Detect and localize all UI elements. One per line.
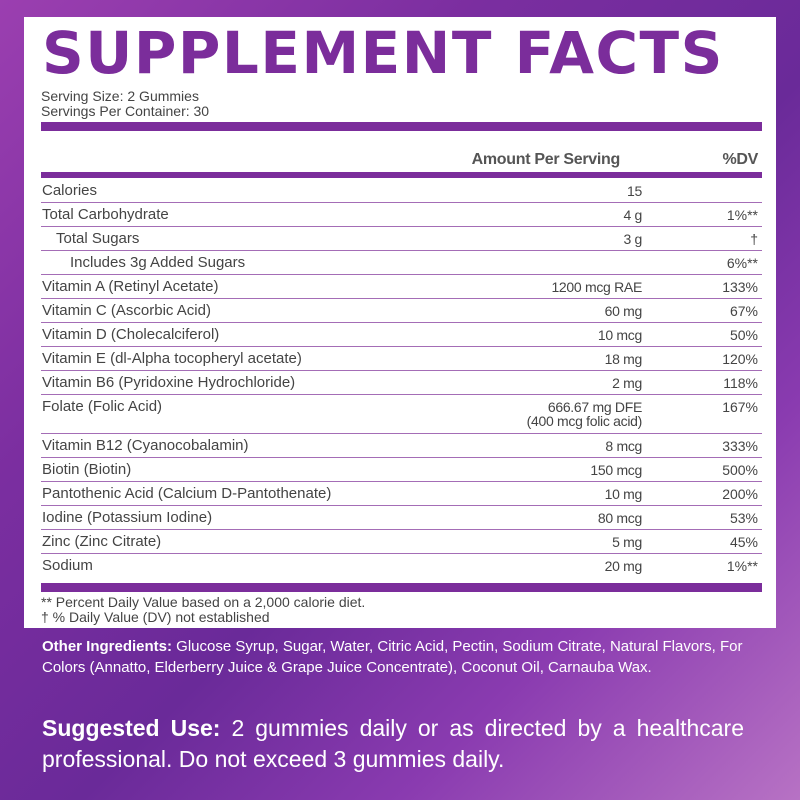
nutrient-dv: 120% bbox=[722, 351, 758, 367]
table-row: Sodium 20 mg 1%** bbox=[41, 554, 762, 578]
nutrient-amount: 1200 mcg RAE bbox=[551, 279, 642, 295]
nutrient-amount: 3 g bbox=[623, 231, 642, 247]
nutrient-dv: 45% bbox=[729, 534, 758, 550]
table-row: Total Carbohydrate 4 g 1%** bbox=[41, 203, 762, 227]
suggested-use-label: Suggested Use: bbox=[42, 715, 221, 741]
top-divider-bar bbox=[41, 122, 762, 131]
nutrient-dv: 53% bbox=[729, 510, 758, 526]
nutrient-amount: 20 mg bbox=[604, 558, 643, 574]
table-row: Vitamin A (Retinyl Acetate) 1200 mcg RAE 1… bbox=[41, 275, 762, 299]
table-row: Calories 15 bbox=[41, 179, 762, 203]
nutrient-name: Folate (Folic Acid) bbox=[42, 398, 163, 415]
header-divider-bar bbox=[41, 172, 762, 178]
nutrient-dv: 67% bbox=[729, 303, 758, 319]
nutrient-name: Vitamin A (Retinyl Acetate) bbox=[42, 278, 219, 295]
nutrient-name: Zinc (Zinc Citrate) bbox=[42, 533, 162, 550]
nutrient-name: Sodium bbox=[42, 557, 93, 574]
nutrient-name: Vitamin C (Ascorbic Acid) bbox=[42, 302, 211, 319]
table-row: Includes 3g Added Sugars 6%** bbox=[41, 251, 762, 275]
suggested-use-text: 2 gummies daily or as directed by a heal… bbox=[42, 715, 744, 772]
table-row: Total Sugars 3 g † bbox=[41, 227, 762, 251]
table-row: Vitamin B6 (Pyridoxine Hydrochloride) 2 m… bbox=[41, 371, 762, 395]
nutrient-amount: 18 mg bbox=[604, 351, 643, 367]
page-title: SUPPLEMENT FACTS bbox=[42, 19, 724, 87]
other-ingredients-text: Glucose Syrup, Sugar, Water, Citric Acid… bbox=[42, 638, 743, 676]
nutrient-name: Vitamin B12 (Cyanocobalamin) bbox=[42, 437, 249, 454]
nutrient-amount: 666.67 mg DFE bbox=[547, 399, 642, 415]
serving-size: Serving Size: 2 Gummies bbox=[41, 88, 199, 104]
other-ingredients-label: Other Ingredients: bbox=[42, 638, 173, 655]
nutrient-amount: 15 bbox=[627, 183, 642, 199]
nutrient-name: Vitamin E (dl-Alpha tocopheryl acetate) bbox=[42, 350, 302, 367]
suggested-use: Suggested Use: 2 gummies daily or as dir… bbox=[42, 713, 744, 775]
nutrient-dv: 1%** bbox=[726, 558, 758, 574]
nutrient-dv: † bbox=[750, 231, 758, 247]
nutrient-amount: 10 mg bbox=[604, 486, 643, 502]
table-row: Vitamin B12 (Cyanocobalamin) 8 mcg 333% bbox=[41, 434, 762, 458]
nutrient-dv: 6%** bbox=[726, 255, 758, 271]
table-row: Vitamin D (Cholecalciferol) 10 mcg 50% bbox=[41, 323, 762, 347]
nutrient-dv: 133% bbox=[722, 279, 758, 295]
dagger-footnote: † % Daily Value (DV) not established bbox=[41, 609, 270, 625]
other-ingredients: Other Ingredients: Glucose Syrup, Sugar,… bbox=[42, 636, 772, 678]
amount-column-header: Amount Per Serving bbox=[471, 151, 621, 168]
nutrient-amount-note: (400 mcg folic acid) bbox=[526, 413, 643, 429]
nutrient-dv: 333% bbox=[722, 438, 758, 454]
nutrient-dv: 500% bbox=[722, 462, 758, 478]
nutrient-name: Total Sugars bbox=[56, 230, 140, 247]
nutrient-name: Iodine (Potassium Iodine) bbox=[42, 509, 213, 526]
table-row: Zinc (Zinc Citrate) 5 mg 45% bbox=[41, 530, 762, 554]
nutrient-amount: 80 mcg bbox=[597, 510, 642, 526]
dv-column-header: %DV bbox=[722, 151, 758, 168]
nutrient-dv: 118% bbox=[723, 375, 758, 391]
supplement-facts-panel: SUPPLEMENT FACTS Serving Size: 2 Gummies… bbox=[24, 17, 776, 628]
nutrient-amount: 10 mcg bbox=[597, 327, 642, 343]
table-row: Vitamin C (Ascorbic Acid) 60 mg 67% bbox=[41, 299, 762, 323]
table-row: Iodine (Potassium Iodine) 80 mcg 53% bbox=[41, 506, 762, 530]
servings-per-container: Servings Per Container: 30 bbox=[41, 103, 210, 119]
table-row: Pantothenic Acid (Calcium D-Pantothenate… bbox=[41, 482, 762, 506]
nutrient-amount: 5 mg bbox=[612, 534, 642, 550]
table-row: Folate (Folic Acid) 666.67 mg DFE (400 mcg… bbox=[41, 395, 762, 434]
table-row: Biotin (Biotin) 150 mcg 500% bbox=[41, 458, 762, 482]
nutrient-name: Vitamin B6 (Pyridoxine Hydrochloride) bbox=[42, 374, 296, 391]
dv-footnote: ** Percent Daily Value based on a 2,000 … bbox=[41, 594, 366, 610]
nutrient-dv: 50% bbox=[729, 327, 758, 343]
nutrient-dv: 1%** bbox=[726, 207, 758, 223]
nutrient-amount: 4 g bbox=[623, 207, 642, 223]
nutrient-amount: 60 mg bbox=[604, 303, 643, 319]
nutrient-dv: 200% bbox=[722, 486, 758, 502]
table-row: Vitamin E (dl-Alpha tocopheryl acetate) 1… bbox=[41, 347, 762, 371]
nutrient-name: Pantothenic Acid (Calcium D-Pantothenate… bbox=[42, 485, 332, 502]
nutrient-name: Total Carbohydrate bbox=[42, 206, 169, 223]
nutrient-dv: 167% bbox=[722, 399, 758, 415]
nutrient-name: Biotin (Biotin) bbox=[42, 461, 132, 478]
bottom-divider-bar bbox=[41, 583, 762, 592]
nutrient-name: Calories bbox=[42, 182, 98, 199]
nutrient-name: Vitamin D (Cholecalciferol) bbox=[42, 326, 220, 343]
nutrient-name: Includes 3g Added Sugars bbox=[70, 254, 246, 271]
nutrient-amount: 150 mcg bbox=[590, 462, 642, 478]
nutrient-amount: 8 mcg bbox=[605, 438, 642, 454]
nutrient-amount: 2 mg bbox=[612, 375, 642, 391]
